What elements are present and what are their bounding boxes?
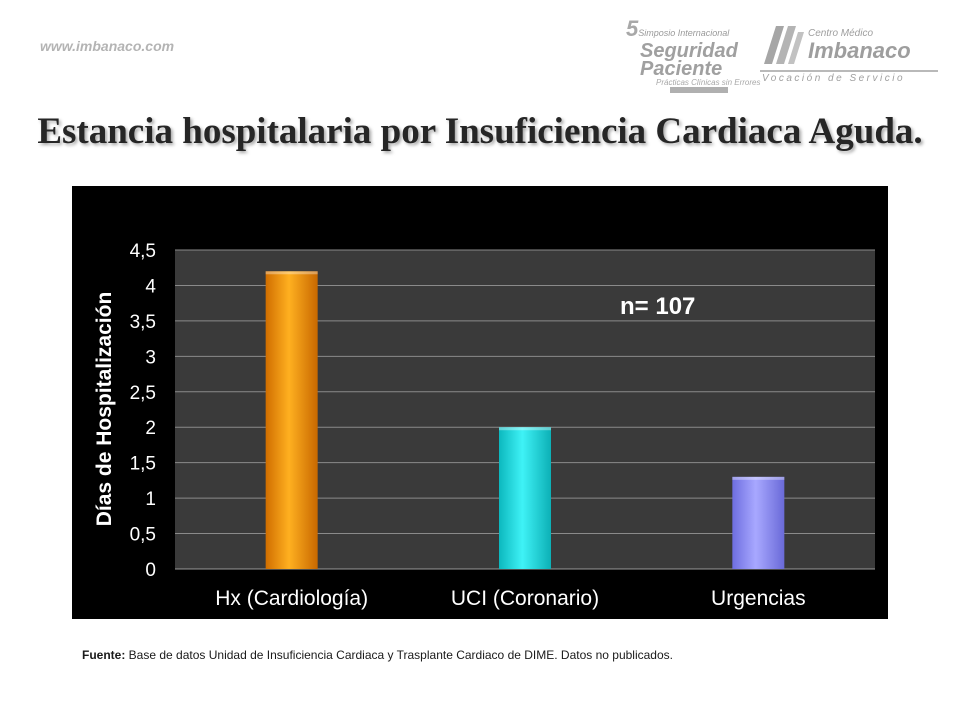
y-tick-label: 2 [145,418,156,439]
symposium-logo-line4: Prácticas Clínicas sin Errores [656,78,761,87]
y-tick-label: 0,5 [130,525,156,546]
x-tick-label: UCI (Coronario) [451,587,599,610]
imbanaco-logo-tagline: Vocación de Servicio [762,73,906,84]
site-url: www.imbanaco.com [40,38,175,54]
symposium-logo-line1: 5Simposio Internacional [626,16,730,41]
bar [499,427,551,569]
page-title: Estancia hospitalaria por Insuficiencia … [37,111,923,152]
source-label: Fuente: [82,648,126,662]
symposium-logo: 5Simposio Internacional Seguridad Pacien… [626,16,760,93]
source-note: Fuente: Base de datos Unidad de Insufici… [82,648,673,662]
sample-size-annotation: n= 107 [620,293,695,320]
symposium-logo-line2: Seguridad [640,40,738,62]
y-tick-label: 3 [145,347,156,368]
bar-highlight [732,476,785,480]
y-tick-label: 0 [145,560,156,581]
y-tick-label: 1,5 [130,454,156,475]
y-tick-labels: 0 0,5 1 1,5 2 2,5 3 3,5 4 4,5 [130,241,157,581]
bar-chart: 0 0,5 1 1,5 2 2,5 3 3,5 4 4,5 Hx (Cardiología) UCI… [93,241,875,610]
bar-highlight [265,271,318,275]
x-tick-label: Hx (Cardiología) [215,587,368,610]
symposium-logo-line3: Paciente [640,58,723,80]
imbanaco-logo-line2: Imbanaco [808,38,911,63]
x-tick-label: Urgencias [711,587,806,610]
y-tick-label: 3,5 [130,312,156,333]
chart-frame: 0 0,5 1 1,5 2 2,5 3 3,5 4 4,5 Hx (Cardiología) UCI… [72,186,888,619]
y-tick-label: 4 [145,276,156,297]
y-tick-label: 4,5 [130,241,156,262]
y-axis-label: Días de Hospitalización [93,292,116,527]
imbanaco-mark-icon [764,26,804,64]
imbanaco-logo: Centro Médico Imbanaco Vocación de Servi… [760,20,940,92]
y-tick-label: 1 [145,489,156,510]
x-tick-labels: Hx (Cardiología) UCI (Coronario) Urgencias [215,587,805,610]
symposium-logo-bar [670,87,728,93]
bar-highlight [499,427,551,431]
bar [265,271,318,569]
bar [732,476,785,569]
source-text: Base de datos Unidad de Insuficiencia Ca… [125,648,673,662]
imbanaco-logo-rule [760,70,938,72]
bars [265,271,785,569]
y-tick-label: 2,5 [130,383,156,404]
imbanaco-logo-line1: Centro Médico [808,28,874,39]
